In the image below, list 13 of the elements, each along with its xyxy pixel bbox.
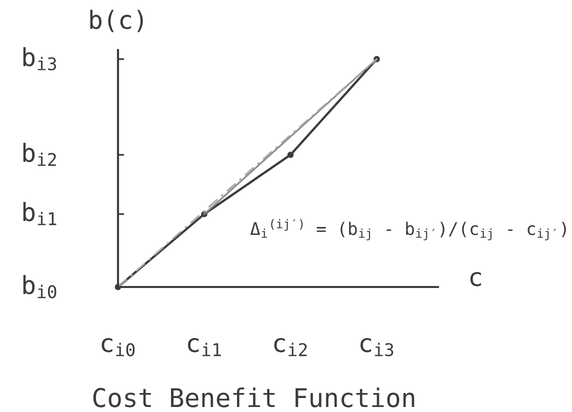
text: b$_{i1}$ — [23, 202, 56, 226]
x-tick-label: c$_{i1}$ — [188, 338, 221, 356]
x-tick-label: c$_{i0}$ — [102, 338, 135, 356]
text: b$_{i0}$ — [23, 274, 56, 298]
x-tick-label: c$_{i3}$ — [360, 338, 394, 356]
x-axis-title: c — [470, 272, 481, 286]
text: Δ$_{i}$$^{(ij′)}$ = (b$_{ij}$ - b$_{ij′}$)/(c$_{ij}$ - c$_{ij′}$) — [250, 219, 566, 240]
point — [287, 152, 294, 158]
y-axis-title: b(c) — [90, 10, 143, 32]
text: b$_{i3}$ — [23, 47, 56, 70]
text: b$_{i2}$ — [23, 142, 56, 166]
x-tick-label: c$_{i2}$ — [274, 338, 307, 356]
text: Cost Benefit Function — [93, 387, 414, 408]
